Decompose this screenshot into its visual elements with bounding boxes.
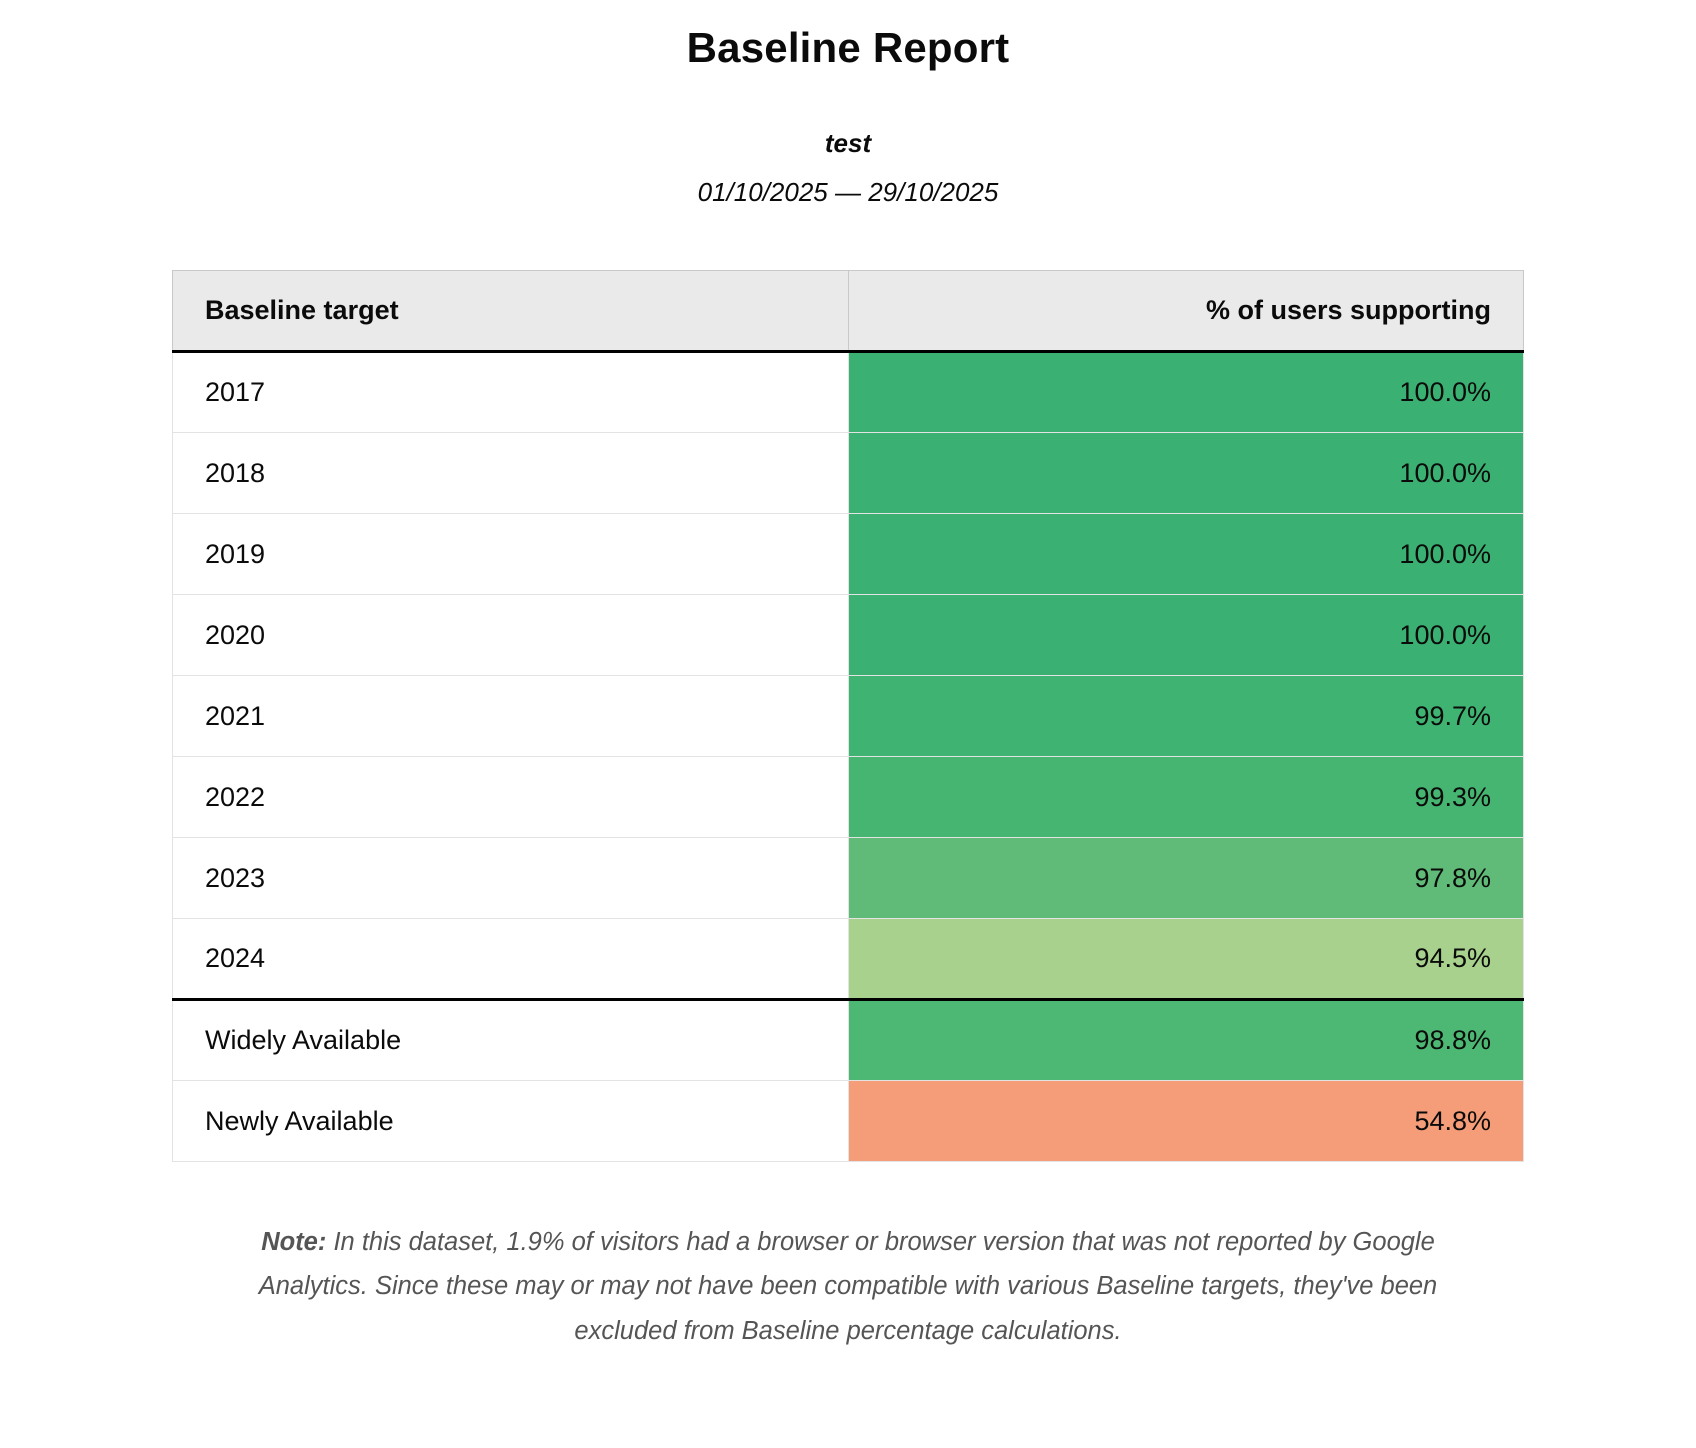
percent-cell: 99.3% (847, 756, 1524, 838)
percent-cell: 54.8% (847, 1080, 1524, 1162)
table-header: Baseline target % of users supporting (172, 270, 1524, 353)
table-row: 2024 94.5% (172, 918, 1524, 1000)
target-cell: 2020 (172, 594, 849, 676)
table-row: 2022 99.3% (172, 756, 1524, 838)
table-row: 2017 100.0% (172, 351, 1524, 433)
table-row: 2018 100.0% (172, 432, 1524, 514)
table-row: 2020 100.0% (172, 594, 1524, 676)
table-header-row: Baseline target % of users supporting (172, 270, 1524, 353)
target-cell: 2018 (172, 432, 849, 514)
table-row: Widely Available 98.8% (172, 998, 1524, 1081)
percent-cell: 99.7% (847, 675, 1524, 757)
target-cell: 2023 (172, 837, 849, 919)
page-title: Baseline Report (686, 24, 1010, 71)
target-cell: Widely Available (172, 998, 849, 1081)
header-percent-supporting: % of users supporting (847, 270, 1524, 353)
target-cell: 2022 (172, 756, 849, 838)
footnote-label: Note: (261, 1228, 327, 1256)
percent-cell: 100.0% (847, 432, 1524, 514)
table-body: 2017 100.0% 2018 100.0% 2019 100.0% 2020 100.0%… (172, 351, 1524, 1162)
target-cell: 2017 (172, 351, 849, 433)
percent-cell: 98.8% (847, 998, 1524, 1081)
baseline-table: Baseline target % of users supporting 20… (172, 270, 1524, 1162)
footnote-text: In this dataset, 1.9% of visitors had a … (258, 1228, 1438, 1345)
table-row: 2019 100.0% (172, 513, 1524, 595)
report-subtitle: test (824, 128, 872, 158)
footnote: Note: In this dataset, 1.9% of visitors … (258, 1220, 1438, 1353)
percent-cell: 100.0% (847, 594, 1524, 676)
percent-cell: 97.8% (847, 837, 1524, 919)
percent-cell: 94.5% (847, 918, 1524, 1000)
table-row: 2023 97.8% (172, 837, 1524, 919)
percent-cell: 100.0% (847, 351, 1524, 433)
target-cell: 2019 (172, 513, 849, 595)
target-cell: Newly Available (172, 1080, 849, 1162)
report-date-range: 01/10/2025 — 29/10/2025 (697, 177, 999, 207)
header-baseline-target: Baseline target (172, 270, 849, 353)
table-row: 2021 99.7% (172, 675, 1524, 757)
target-cell: 2021 (172, 675, 849, 757)
target-cell: 2024 (172, 918, 849, 1000)
percent-cell: 100.0% (847, 513, 1524, 595)
table-row: Newly Available 54.8% (172, 1080, 1524, 1162)
